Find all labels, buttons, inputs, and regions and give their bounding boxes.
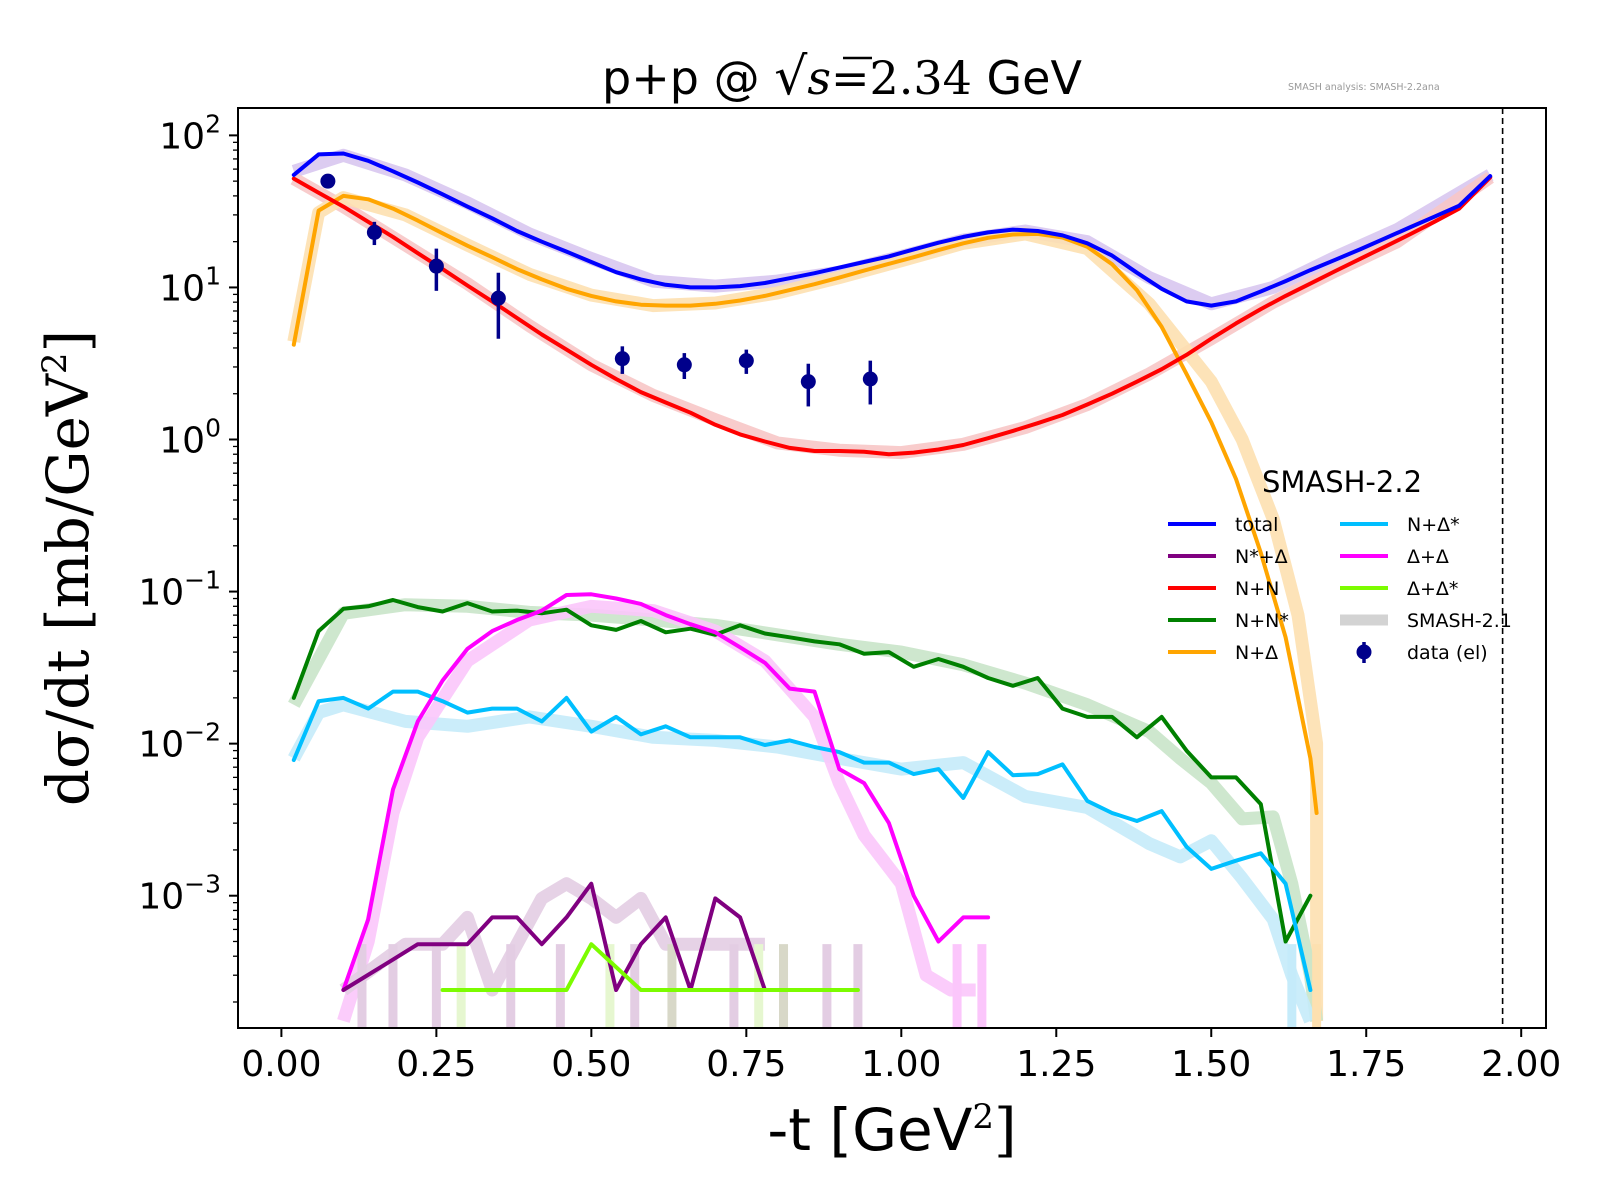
data-point-0 bbox=[320, 173, 336, 189]
data-point-4 bbox=[614, 351, 630, 367]
chart-title-value: =2.34 bbox=[831, 51, 972, 105]
x-tick-label-5: 1.25 bbox=[1016, 1044, 1096, 1085]
data-point-1 bbox=[366, 224, 382, 240]
y-tick-label-2: 100 bbox=[159, 414, 221, 462]
x-tick-label-8: 2.00 bbox=[1481, 1044, 1561, 1085]
legend-label: N+N* bbox=[1235, 610, 1289, 632]
x-tick-label-0: 0.00 bbox=[241, 1044, 321, 1085]
y-axis-label: dσ/dt [mb/GeV2] bbox=[34, 330, 102, 806]
axes-frame bbox=[237, 107, 1547, 1029]
legend-label: Δ+Δ bbox=[1407, 546, 1449, 568]
legend-entry-data-el: data (el) bbox=[1356, 642, 1488, 664]
legend-entry-n-deltastar: N+Δ* bbox=[1340, 514, 1460, 536]
y-axis-label-sup: 2 bbox=[35, 353, 75, 375]
data-point-2 bbox=[428, 258, 444, 274]
legend-label: N+N bbox=[1235, 578, 1279, 600]
legend-label: data (el) bbox=[1407, 642, 1488, 664]
legend-entry-delta-delta: Δ+Δ bbox=[1340, 546, 1449, 568]
series-line-n-deltastar bbox=[291, 689, 1313, 992]
series-line-n-nstar bbox=[291, 598, 1313, 944]
legend-entry-nstar-delta: N*+Δ bbox=[1168, 546, 1288, 568]
x-tick-label-7: 1.75 bbox=[1326, 1044, 1406, 1085]
legend-entry-smash-2-1: SMASH-2.1 bbox=[1340, 610, 1512, 632]
legend-entry-n-delta: N+Δ bbox=[1168, 642, 1278, 664]
series-lines bbox=[291, 151, 1493, 992]
legend-entry-delta-deltastar: Δ+Δ* bbox=[1340, 578, 1458, 600]
data-points bbox=[320, 173, 878, 407]
x-axis-label-sup: 2 bbox=[972, 1097, 994, 1137]
y-tick-label-0: 102 bbox=[159, 109, 221, 157]
y-tick-label-4: 10−2 bbox=[138, 718, 221, 766]
x-axis-label-close: ] bbox=[994, 1096, 1017, 1164]
chart-title-sqrt-arg: s bbox=[807, 51, 831, 105]
legend-label: N+Δ bbox=[1235, 642, 1278, 664]
y-axis-label-main: dσ/dt [mb/GeV bbox=[34, 373, 102, 806]
smash-2-1-spikes bbox=[357, 944, 1322, 1028]
data-point-7 bbox=[800, 374, 816, 390]
series-line-delta-deltastar bbox=[440, 942, 860, 992]
legend-label: N*+Δ bbox=[1235, 546, 1288, 568]
watermark: SMASH analysis: SMASH-2.2ana bbox=[1288, 82, 1440, 93]
y-tick-label-3: 10−1 bbox=[138, 566, 221, 614]
chart-title-sqrt: √ bbox=[774, 47, 808, 107]
chart-title-suffix: GeV bbox=[972, 51, 1083, 105]
data-point-3 bbox=[490, 290, 506, 306]
x-tick-label-2: 0.50 bbox=[551, 1044, 631, 1085]
legend-label: Δ+Δ* bbox=[1407, 578, 1458, 600]
series-line-nstar-delta bbox=[341, 881, 767, 992]
series-line-total bbox=[291, 151, 1493, 308]
data-point-5 bbox=[676, 357, 692, 373]
legend-entry-total: total bbox=[1168, 514, 1278, 536]
x-tick-label-4: 1.00 bbox=[861, 1044, 941, 1085]
legend-label: total bbox=[1235, 514, 1278, 536]
data-point-8 bbox=[862, 371, 878, 387]
plot-area bbox=[287, 108, 1504, 1028]
legend-swatch-marker bbox=[1356, 644, 1372, 660]
y-tick-label-1: 101 bbox=[159, 261, 221, 309]
legend-label: SMASH-2.1 bbox=[1407, 610, 1512, 632]
series-line-delta-delta bbox=[341, 592, 991, 992]
x-tick-label-6: 1.50 bbox=[1171, 1044, 1251, 1085]
y-axis-label-close: ] bbox=[34, 330, 102, 353]
series-line-n-delta bbox=[291, 193, 1319, 815]
legend-entry-n-n: N+N bbox=[1168, 578, 1279, 600]
axis-ticks: 0.00 0.25 0.50 0.75 1.00 1.25 1.50 1.75 2.00 102 1… bbox=[138, 109, 1561, 1085]
legend-title: SMASH-2.2 bbox=[1262, 465, 1422, 499]
x-tick-label-3: 0.75 bbox=[706, 1044, 786, 1085]
legend-label: N+Δ* bbox=[1407, 514, 1460, 536]
x-tick-label-1: 0.25 bbox=[396, 1044, 476, 1085]
x-axis-label-main: -t [GeV bbox=[767, 1096, 972, 1164]
data-point-6 bbox=[738, 353, 754, 369]
chart-title-prefix: p+p @ bbox=[602, 51, 774, 105]
y-tick-label-5: 10−3 bbox=[138, 870, 221, 918]
legend: SMASH-2.2 total N*+Δ N+N N+N* N+Δ N+Δ* Δ+Δ Δ+Δ*… bbox=[1168, 465, 1512, 664]
legend-entry-n-nstar: N+N* bbox=[1168, 610, 1289, 632]
x-axis-label: -t [GeV2] bbox=[767, 1096, 1016, 1164]
chart-title: p+p @ √s=2.34 GeV bbox=[602, 47, 1082, 107]
